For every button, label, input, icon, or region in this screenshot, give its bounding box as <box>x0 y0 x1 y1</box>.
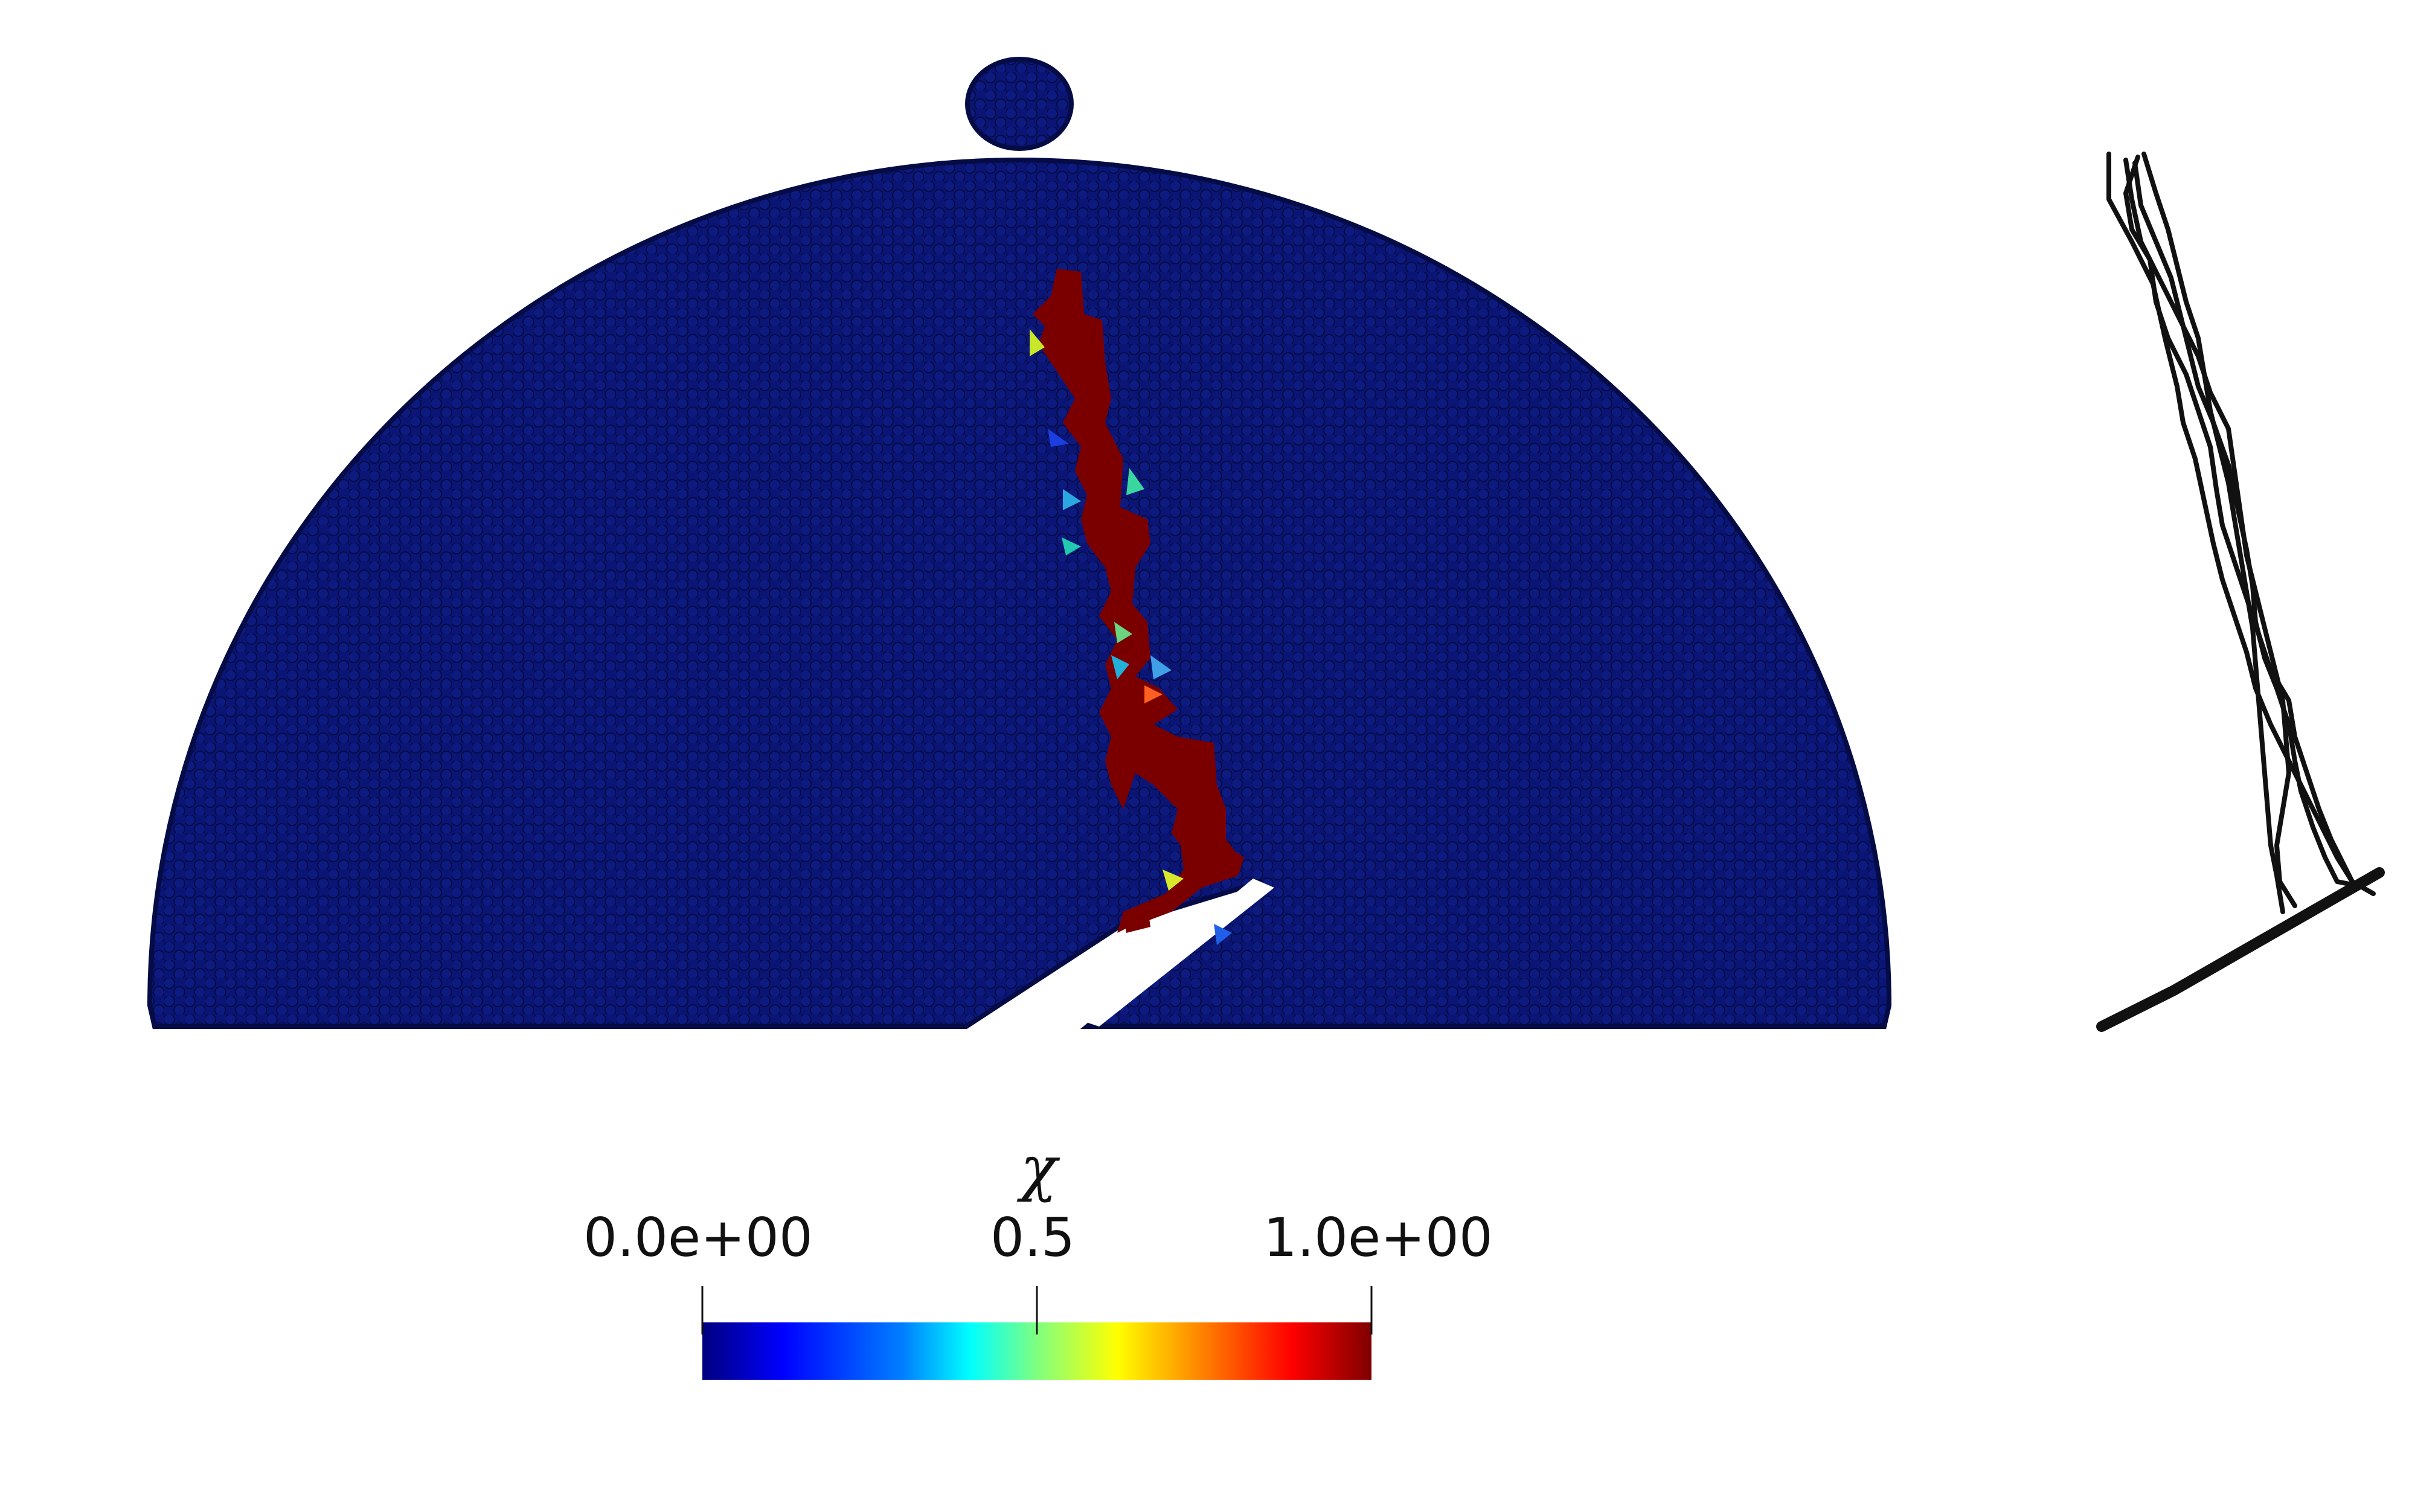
colorbar <box>702 1286 1371 1380</box>
specimen <box>150 59 1889 1027</box>
notch-line <box>2102 873 2379 1027</box>
specimen-body <box>150 160 1889 1027</box>
colorbar-tick-label-min: 0.0e+00 <box>583 1208 813 1268</box>
colorbar-tick-label-max: 1.0e+00 <box>1263 1208 1493 1268</box>
crack-paths <box>2102 154 2379 1027</box>
load-point <box>967 59 1071 149</box>
colorbar-tick-label-mid: 0.5 <box>990 1208 1075 1268</box>
colorbar-title: χ <box>978 1135 1099 1202</box>
